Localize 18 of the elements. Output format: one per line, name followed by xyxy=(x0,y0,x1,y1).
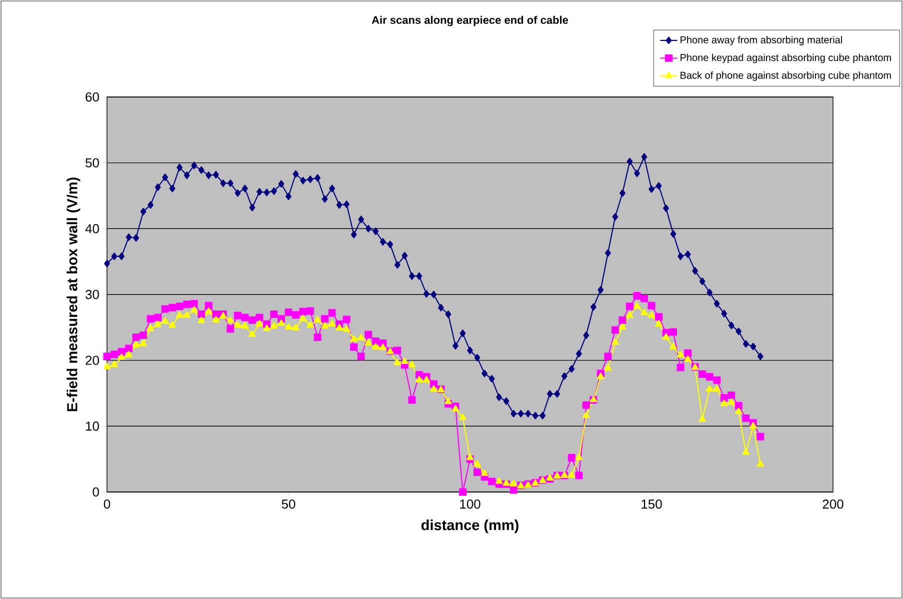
legend-label: Back of phone against absorbing cube phantom xyxy=(680,71,891,81)
x-tick-label: 50 xyxy=(282,500,296,509)
x-tick-label: 150 xyxy=(642,500,662,509)
y-tick-label: 10 xyxy=(86,422,99,431)
y-tick-label: 60 xyxy=(86,92,99,102)
x-tick-label: 0 xyxy=(104,500,110,509)
chart-title: Air scans along earpiece end of cable xyxy=(372,16,568,26)
x-tick-label: 200 xyxy=(822,500,844,509)
y-tick-label: 0 xyxy=(92,487,99,497)
legend-label: Phone keypad against absorbing cube phantom xyxy=(680,54,891,64)
y-tick-label: 40 xyxy=(85,224,99,234)
y-tick-label: 50 xyxy=(86,158,99,168)
y-axis-title: E-field measured at box wall (V/m) xyxy=(66,178,80,412)
x-tick-label: 100 xyxy=(460,500,480,509)
x-axis-title: distance (mm) xyxy=(421,520,518,534)
y-tick-label: 20 xyxy=(86,356,99,365)
y-tick-label: 30 xyxy=(86,290,99,300)
legend-label: Phone away from absorbing material xyxy=(680,36,842,46)
